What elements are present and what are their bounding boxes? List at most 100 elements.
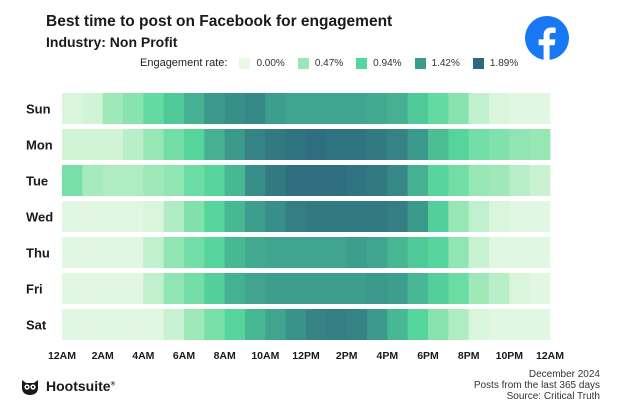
heatmap-cell xyxy=(367,309,388,340)
legend-item: 0.00% xyxy=(239,57,285,69)
heatmap-cell xyxy=(407,201,429,232)
heatmap-cell xyxy=(62,93,83,124)
heatmap-cell xyxy=(306,129,327,160)
heatmap-cell xyxy=(265,309,287,340)
heatmap-cell xyxy=(428,237,449,268)
row-label: Sun xyxy=(26,102,51,117)
x-tick-label: 6PM xyxy=(417,350,439,362)
heatmap-cell xyxy=(245,93,266,124)
heatmap-cell xyxy=(204,129,226,160)
heatmap-cell xyxy=(102,201,124,232)
heatmap-cell xyxy=(407,237,429,268)
heatmap-cell xyxy=(367,165,388,196)
heatmap-cell xyxy=(224,237,246,268)
x-tick-label: 12PM xyxy=(292,350,320,362)
heatmap-cell xyxy=(204,93,226,124)
legend-item: 0.47% xyxy=(297,57,343,69)
footer-period: Posts from the last 365 days xyxy=(473,380,600,391)
chart-subtitle: Industry: Non Profit xyxy=(46,34,178,50)
row-label: Thu xyxy=(26,246,50,261)
x-tick-label: 8AM xyxy=(214,350,236,362)
heatmap-cell xyxy=(448,237,470,268)
heatmap-cell xyxy=(326,129,348,160)
legend-item: 1.89% xyxy=(472,57,519,69)
heatmap-cell xyxy=(529,165,551,196)
heatmap-cell xyxy=(407,309,429,340)
heatmap-cell xyxy=(387,309,409,340)
heatmap-cell xyxy=(204,165,226,196)
heatmap-cell xyxy=(346,93,368,124)
heatmap-cell xyxy=(428,201,449,232)
heatmap-cell xyxy=(102,273,124,304)
heatmap-cell xyxy=(62,309,83,340)
heatmap-cell xyxy=(468,201,490,232)
legend-label: 0.00% xyxy=(256,57,285,69)
heatmap-cell xyxy=(448,309,470,340)
heatmap-cell xyxy=(143,201,165,232)
heatmap-cell xyxy=(306,201,327,232)
heatmap-cell xyxy=(62,237,83,268)
heatmap-cell xyxy=(265,273,287,304)
legend-item: 0.94% xyxy=(356,57,402,69)
hootsuite-logo: Hootsuite® xyxy=(20,376,115,396)
heatmap-cell xyxy=(163,201,185,232)
heatmap-cell xyxy=(428,165,449,196)
heatmap-cell xyxy=(184,201,205,232)
footer-notes: December 2024 Posts from the last 365 da… xyxy=(474,369,600,402)
heatmap-cell xyxy=(326,165,348,196)
legend-swatch xyxy=(297,57,309,69)
heatmap-cell xyxy=(143,309,165,340)
row-label: Wed xyxy=(26,210,53,225)
heatmap-cell xyxy=(123,93,144,124)
heatmap-cell xyxy=(367,237,388,268)
legend-title: Engagement rate: xyxy=(140,57,228,69)
heatmap-cell xyxy=(387,237,409,268)
heatmap-cell xyxy=(285,201,307,232)
heatmap-cell xyxy=(285,273,307,304)
x-tick-label: 4PM xyxy=(377,350,399,362)
heatmap-cell xyxy=(123,165,144,196)
heatmap-cell xyxy=(143,273,165,304)
heatmap-cell xyxy=(102,93,124,124)
heatmap-cell xyxy=(468,93,490,124)
heatmap-cell xyxy=(306,309,327,340)
heatmap-cell xyxy=(529,201,551,232)
heatmap-cell xyxy=(326,237,348,268)
heatmap-cell xyxy=(306,165,327,196)
heatmap-cell xyxy=(245,129,266,160)
legend-swatch xyxy=(414,57,426,69)
heatmap-cell xyxy=(367,129,388,160)
heatmap-cell xyxy=(306,237,327,268)
heatmap-cell xyxy=(529,309,551,340)
heatmap-cell xyxy=(245,201,266,232)
heatmap-cell xyxy=(82,201,104,232)
heatmap-cell xyxy=(245,309,266,340)
owl-icon xyxy=(22,380,38,395)
heatmap-cell xyxy=(468,273,490,304)
heatmap-cell xyxy=(387,165,409,196)
heatmap-cell xyxy=(265,93,287,124)
x-tick-label: 12AM xyxy=(536,350,564,362)
heatmap-cell xyxy=(468,129,490,160)
heatmap-cell xyxy=(102,237,124,268)
heatmap-cell xyxy=(265,129,287,160)
heatmap-cell xyxy=(529,273,551,304)
heatmap-cell xyxy=(367,93,388,124)
heatmap-cell xyxy=(163,165,185,196)
heatmap-cell xyxy=(346,309,368,340)
heatmap-cell xyxy=(489,309,510,340)
heatmap-cell xyxy=(265,237,287,268)
heatmap-cell xyxy=(367,273,388,304)
heatmap-cell xyxy=(509,273,531,304)
heatmap-cell xyxy=(489,273,510,304)
heatmap-cell xyxy=(428,273,449,304)
legend-label: 1.89% xyxy=(489,57,519,69)
legend-swatch xyxy=(239,57,251,69)
heatmap-cell xyxy=(285,165,307,196)
heatmap-cell xyxy=(204,237,226,268)
heatmap-cell xyxy=(346,273,368,304)
heatmap-cell xyxy=(163,129,185,160)
heatmap-cell xyxy=(448,129,470,160)
heatmap-cell xyxy=(102,165,124,196)
heatmap-cell xyxy=(468,237,490,268)
